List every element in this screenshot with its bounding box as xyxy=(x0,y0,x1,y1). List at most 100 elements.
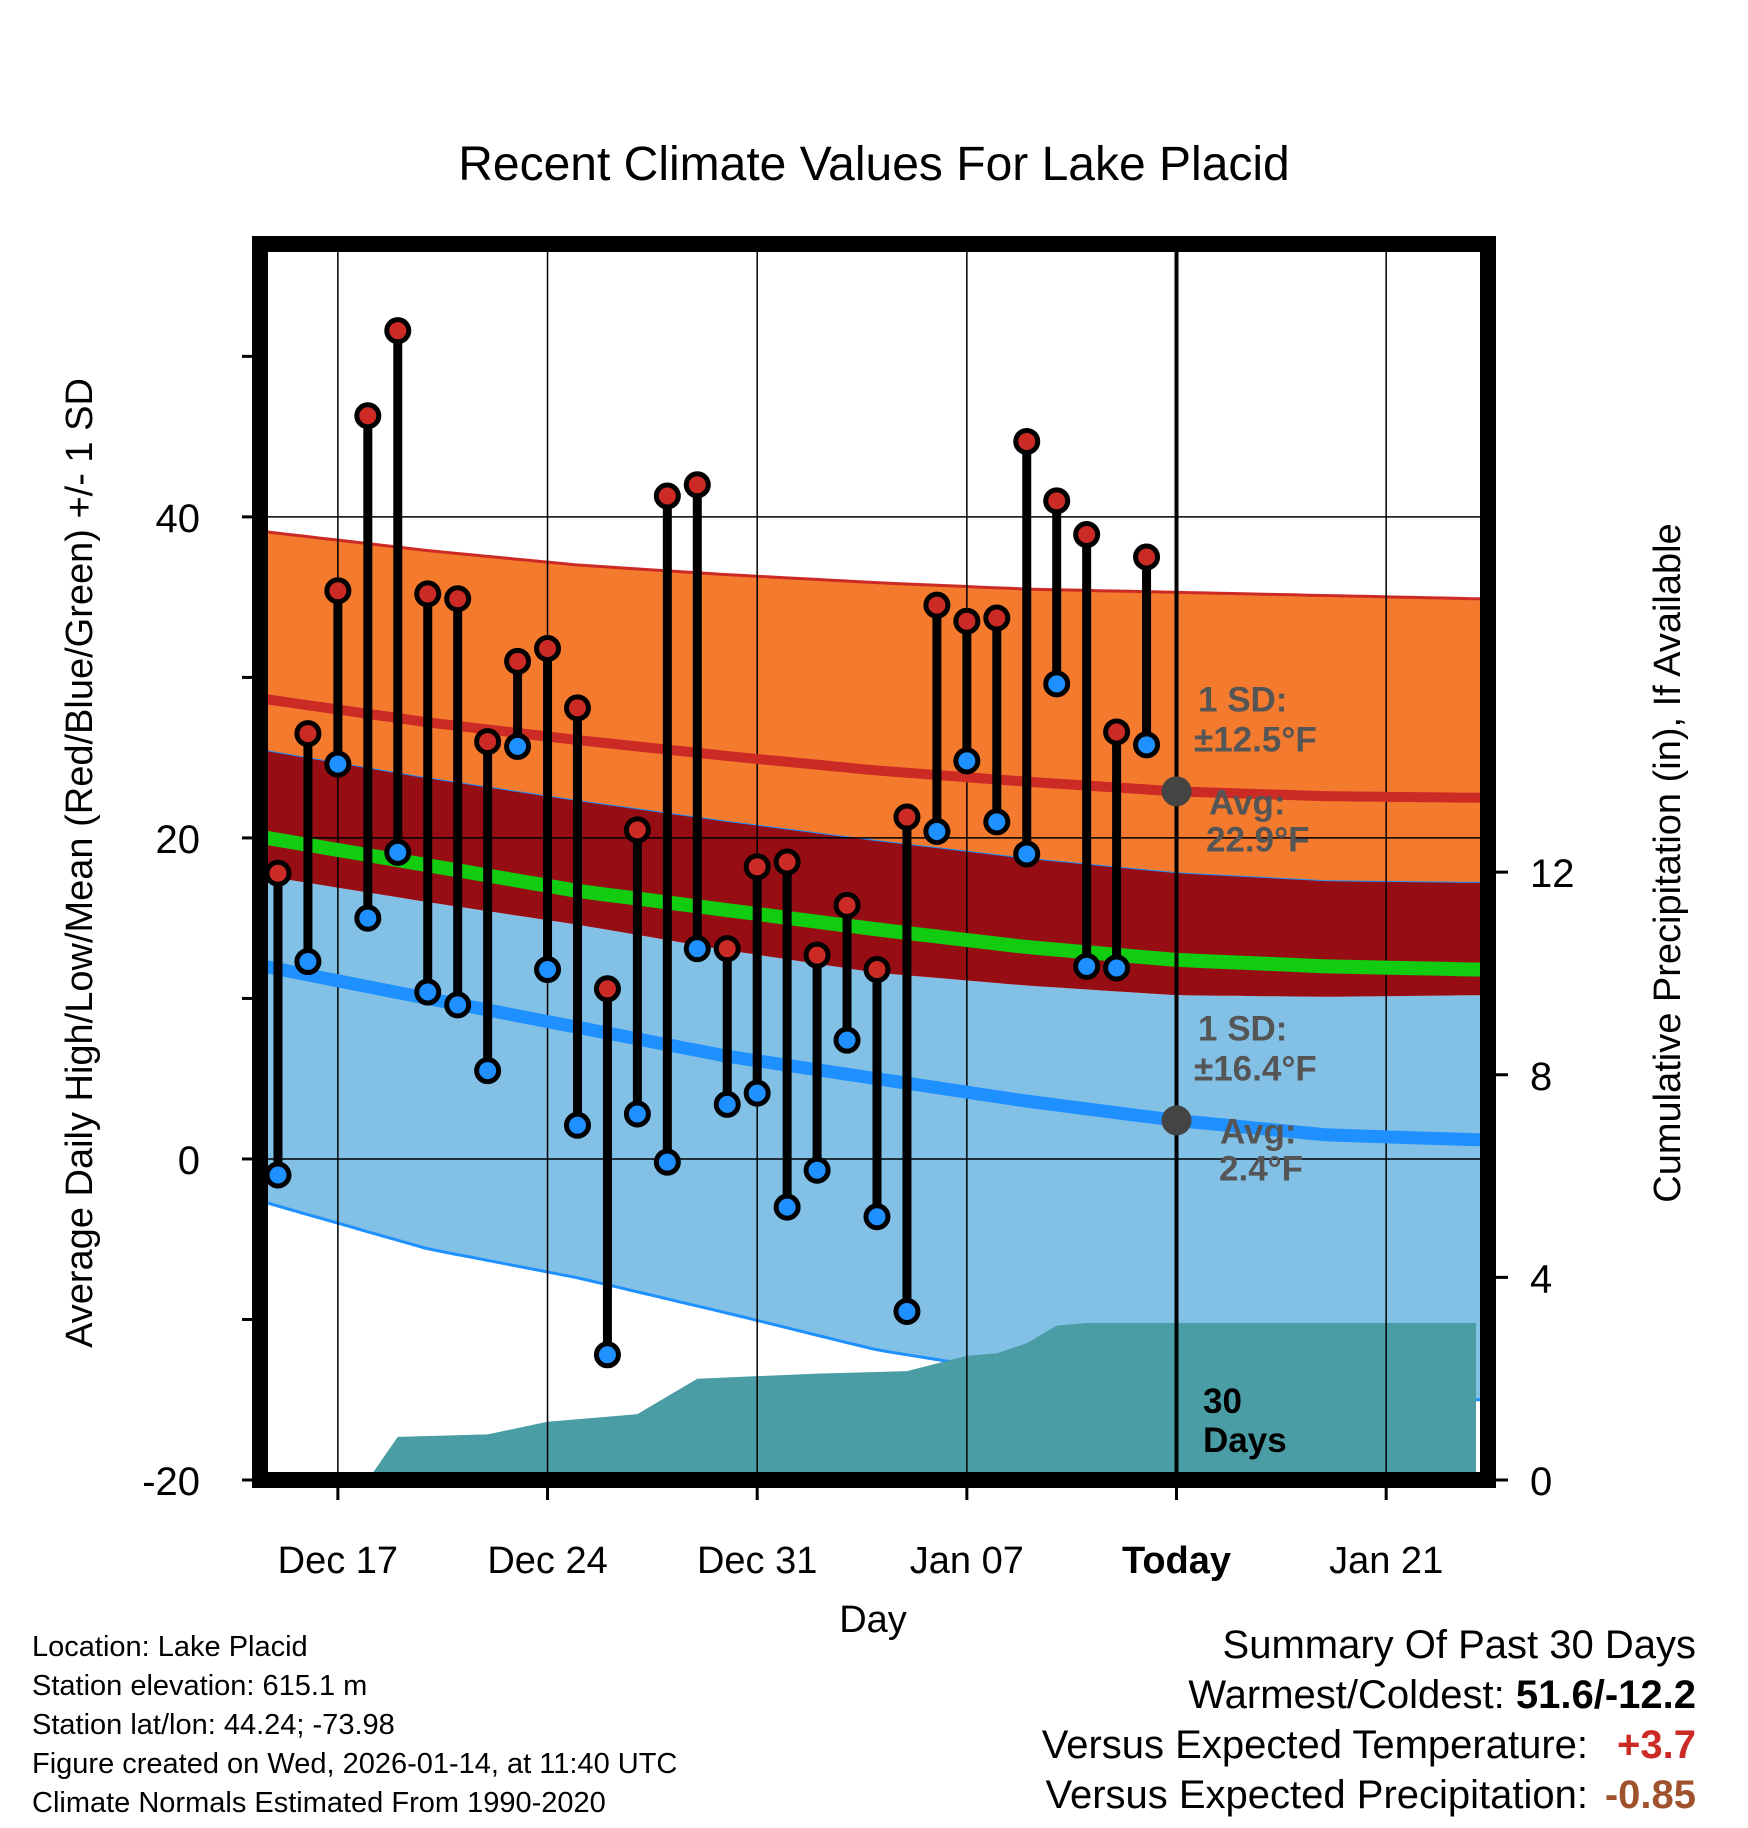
high-avg-label: Avg: xyxy=(1209,783,1285,822)
high-average-today-dot xyxy=(1161,776,1192,807)
x-tick-label: Today xyxy=(1122,1540,1231,1582)
daily-low-point xyxy=(1133,731,1161,759)
daily-high-point xyxy=(743,853,771,881)
daily-low-point xyxy=(534,956,562,984)
x-tick-label: Dec 24 xyxy=(487,1540,607,1582)
daily-low-point xyxy=(294,948,322,976)
daily-low-point xyxy=(593,1341,621,1369)
daily-low-point xyxy=(563,1111,591,1139)
x-tick-label: Dec 17 xyxy=(278,1540,398,1582)
daily-low-point xyxy=(713,1090,741,1118)
station-location: Location: Lake Placid xyxy=(32,1631,308,1663)
warmest-coldest-row: Warmest/Coldest: 51.6/-12.2 xyxy=(1042,1670,1696,1720)
daily-high-point xyxy=(683,471,711,499)
daily-high-point xyxy=(893,803,921,831)
daily-high-point xyxy=(923,591,951,619)
daily-high-point xyxy=(833,891,861,919)
y-tick-label: 0 xyxy=(178,1139,200,1183)
daily-high-point xyxy=(563,694,591,722)
daily-high-point xyxy=(653,482,681,510)
daily-low-point xyxy=(324,750,352,778)
precipitation-departure-row: Versus Expected Precipitation: -0.85 xyxy=(1042,1770,1696,1820)
warmest-coldest-value: 51.6/-12.2 xyxy=(1515,1673,1696,1717)
summary-heading: Summary Of Past 30 Days xyxy=(1222,1623,1696,1667)
mean-average-line xyxy=(260,829,1488,977)
figure-created: Figure created on Wed, 2026-01-14, at 11… xyxy=(32,1748,678,1780)
summary-panel: Summary Of Past 30 Days Warmest/Coldest:… xyxy=(1042,1620,1696,1820)
climate-normals-note: Climate Normals Estimated From 1990-2020 xyxy=(32,1787,606,1819)
daily-low-point xyxy=(384,838,412,866)
y2-axis-label: Cumulative Precipitation (in), If Availa… xyxy=(1647,523,1689,1202)
cumulative-precipitation-area xyxy=(367,1323,1476,1480)
y2-tick-label: 12 xyxy=(1530,852,1575,896)
y2-tick-label: 4 xyxy=(1530,1257,1552,1301)
daily-high-point xyxy=(713,935,741,963)
daily-high-point xyxy=(1103,718,1131,746)
low-average-today-dot xyxy=(1161,1105,1192,1136)
station-info: Location: Lake Placid Station elevation:… xyxy=(32,1628,677,1823)
x-tick-label: Jan 21 xyxy=(1329,1540,1443,1582)
daily-high-point xyxy=(773,848,801,876)
daily-low-point xyxy=(983,808,1011,836)
daily-low-point xyxy=(683,935,711,963)
daily-high-point xyxy=(623,816,651,844)
daily-low-point xyxy=(1073,952,1101,980)
window-label-days: Days xyxy=(1203,1421,1287,1460)
daily-high-point xyxy=(474,728,502,756)
y2-tick-label: 0 xyxy=(1530,1460,1552,1504)
y-tick-label: 40 xyxy=(156,497,201,541)
daily-low-point xyxy=(653,1148,681,1176)
chart-title: Recent Climate Values For Lake Placid xyxy=(458,138,1290,191)
y-tick-label: -20 xyxy=(142,1460,200,1504)
low-sd-value: ±16.4°F xyxy=(1194,1049,1317,1088)
daily-high-point xyxy=(1043,487,1071,515)
daily-high-point xyxy=(384,317,412,345)
y-tick-label: 20 xyxy=(156,818,201,862)
y2-tick-label: 8 xyxy=(1530,1055,1552,1099)
daily-high-point xyxy=(504,647,532,675)
daily-low-point xyxy=(803,1156,831,1184)
daily-low-point xyxy=(833,1026,861,1054)
daily-high-point xyxy=(1013,427,1041,455)
mean-band xyxy=(260,750,1488,997)
daily-high-point xyxy=(593,975,621,1003)
daily-high-point xyxy=(264,859,292,887)
low-avg-value: 2.4°F xyxy=(1219,1149,1303,1188)
daily-high-point xyxy=(354,402,382,430)
high-sd-value: ±12.5°F xyxy=(1194,720,1317,759)
high-average-line xyxy=(260,693,1488,803)
daily-low-point xyxy=(1013,840,1041,868)
high-sd-upper-edge xyxy=(260,529,1488,601)
daily-low-point xyxy=(444,991,472,1019)
daily-high-point xyxy=(983,604,1011,632)
precipitation-departure-value: -0.85 xyxy=(1604,1773,1696,1817)
daily-low-point xyxy=(354,904,382,932)
daily-high-point xyxy=(414,580,442,608)
warmest-coldest-label: Warmest/Coldest: xyxy=(1188,1673,1516,1717)
low-sd-label: 1 SD: xyxy=(1198,1009,1287,1048)
daily-low-point xyxy=(474,1057,502,1085)
daily-high-point xyxy=(294,720,322,748)
window-label-number: 30 xyxy=(1203,1382,1242,1421)
low-avg-label: Avg: xyxy=(1220,1112,1296,1151)
y-axis-label: Average Daily High/Low/Mean (Red/Blue/Gr… xyxy=(59,378,101,1348)
daily-low-point xyxy=(504,732,532,760)
daily-high-point xyxy=(1073,521,1101,549)
daily-high-point xyxy=(444,585,472,613)
daily-low-point xyxy=(414,978,442,1006)
daily-low-point xyxy=(773,1193,801,1221)
temperature-departure-value: +3.7 xyxy=(1617,1723,1696,1767)
precipitation-departure-label: Versus Expected Precipitation: xyxy=(1045,1773,1588,1817)
daily-high-point xyxy=(1133,543,1161,571)
daily-low-point xyxy=(923,818,951,846)
station-elevation: Station elevation: 615.1 m xyxy=(32,1670,368,1702)
daily-high-point xyxy=(534,635,562,663)
x-tick-label: Jan 07 xyxy=(910,1540,1024,1582)
temperature-departure-label: Versus Expected Temperature: xyxy=(1041,1723,1588,1767)
daily-low-point xyxy=(1043,670,1071,698)
daily-low-point xyxy=(264,1161,292,1189)
high-sd-label: 1 SD: xyxy=(1198,680,1287,719)
daily-high-point xyxy=(803,941,831,969)
x-axis-label: Day xyxy=(839,1599,907,1641)
